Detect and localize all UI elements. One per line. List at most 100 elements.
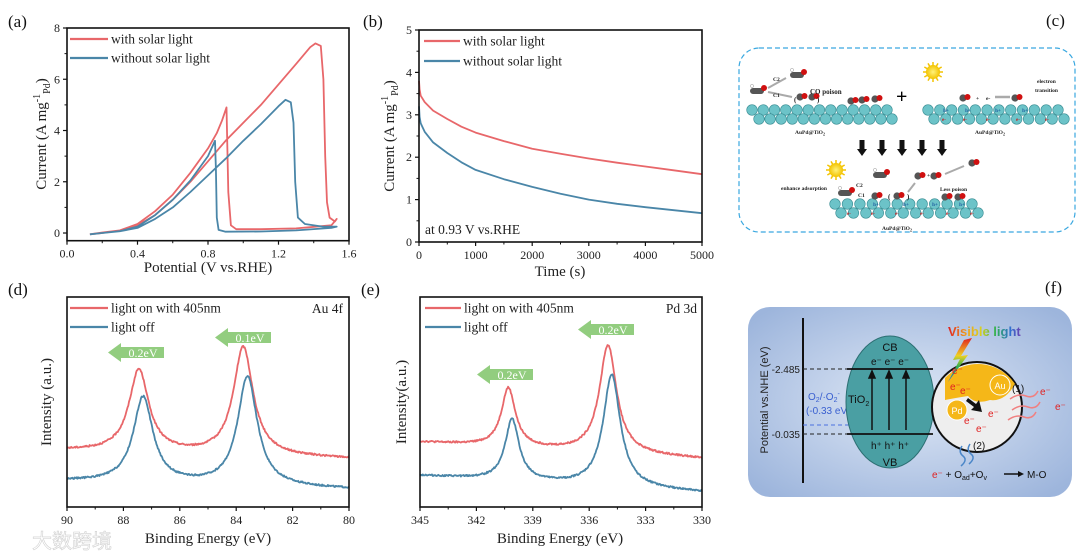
x-axis-label: Binding Energy (eV) <box>145 531 271 547</box>
y-tick-label: 2 <box>54 175 60 189</box>
visible-light-label: Visible light <box>948 324 1021 339</box>
tio2-atom <box>757 104 769 116</box>
tio2-atom <box>947 207 959 219</box>
series-line-light-off <box>418 106 703 215</box>
panel-label-a: (a) <box>8 12 27 31</box>
down-arrow-icon <box>879 140 885 149</box>
c2-label-bottom: C2 <box>856 183 863 189</box>
reaction-path-c2 <box>767 77 787 89</box>
hydrogen-atom <box>750 84 754 88</box>
oxygen-atom <box>946 193 953 199</box>
mechanism-diagram-c: h+ h+ h+ h+e-e-e-e-e-h+ h+ h+ h+e-e-e-e-e-e- C… <box>738 47 1076 233</box>
panel-label-b: (b) <box>363 12 383 31</box>
watermark: 大数跨境 <box>32 529 112 553</box>
oxygen-atom <box>973 159 980 165</box>
x-tick-label: 2000 <box>520 248 544 262</box>
tio2-atom <box>1028 104 1040 116</box>
tio2-atom <box>853 113 865 125</box>
x-tick-label: 342 <box>467 513 485 527</box>
hydrogen-atom <box>873 168 877 172</box>
shift-label: 0.1eV <box>236 331 265 345</box>
electron-label: e- <box>895 212 899 217</box>
series-line-light-on <box>66 345 350 459</box>
down-arrow-head <box>937 149 947 156</box>
shift-arrow: 0.2eV <box>578 320 634 339</box>
tio2-atom <box>928 113 940 125</box>
ylabel-b: Current (A mg-1Pd) <box>380 80 401 191</box>
electron-label: e- <box>970 212 974 217</box>
hole-label: h+ <box>959 203 965 208</box>
vb-label: VB <box>883 457 898 469</box>
tio2-atom <box>829 198 841 210</box>
tio2-atom <box>847 207 860 219</box>
legend-label: light on with 405nm <box>464 301 574 316</box>
series-line-light-off <box>419 373 703 492</box>
tio2-atom <box>941 198 953 210</box>
hole-label: h+ <box>965 109 971 114</box>
arrow-left-icon <box>108 343 164 362</box>
au-particle <box>989 374 1011 396</box>
x-tick-label: 345 <box>411 513 429 527</box>
shift-label: 0.2eV <box>599 323 628 337</box>
tio2-atom <box>1011 113 1023 125</box>
x-tick-label: 333 <box>637 513 655 527</box>
tio2-atom <box>929 198 941 210</box>
x-axis-label: Potential (V vs.RHE) <box>144 260 272 276</box>
emission-arrows <box>1007 390 1041 421</box>
tio2-atom <box>881 104 893 116</box>
cb-label: CB <box>882 342 897 354</box>
corner-label: Au 4f <box>312 301 344 316</box>
transfer-arrow <box>966 398 982 412</box>
ylabel-e: Intensity(a.u.) <box>394 360 410 444</box>
shift-label: 0.2eV <box>498 368 527 382</box>
electron-label: e⁻ <box>988 409 999 420</box>
ylabel-a: Current (A mg-1Pd) <box>32 78 53 189</box>
sun-icon <box>829 163 843 177</box>
x-tick-label: 80 <box>343 513 355 527</box>
tio2-atom <box>1005 104 1017 116</box>
electron-label: e⁻ <box>1040 387 1051 398</box>
tio2-atom <box>791 104 803 116</box>
electron-transition-label-2: transition <box>1035 88 1058 94</box>
x-tick-label: 84 <box>230 513 242 527</box>
x-tick-label: 5000 <box>690 248 714 262</box>
co-poison-label: CO poison <box>810 88 842 96</box>
oxygen-atom <box>801 93 808 99</box>
tio2-atom <box>963 113 976 125</box>
tio2-atom <box>940 113 952 125</box>
electron-symbol: e- <box>986 96 990 102</box>
path-2-label: (2) <box>973 441 985 452</box>
tio2-atom <box>1040 104 1052 116</box>
oxygen-atom <box>801 69 807 75</box>
tio2-atom <box>841 198 854 210</box>
x-tick-label: 90 <box>61 513 73 527</box>
support-label-1: AuPd@TiO2 <box>795 130 825 137</box>
reaction-path-c1 <box>767 91 793 98</box>
less-poison-label: Less poison <box>940 187 967 193</box>
electron-label: e⁻ <box>952 366 963 377</box>
tio2-atom <box>891 198 903 210</box>
reaction-arrows <box>959 443 974 467</box>
band-diagram-f: Potential vs.NHE (eV) -2.485 -0.035 O2/·… <box>748 307 1072 497</box>
x-tick-label: 3000 <box>577 248 601 262</box>
series-line-light-off <box>89 98 338 236</box>
electron-label: e⁻ <box>950 382 961 393</box>
tio2-atom <box>885 207 897 219</box>
tio2-atom <box>987 113 999 125</box>
legend-label: light on with 405nm <box>111 301 221 316</box>
tio2-atom <box>946 104 958 116</box>
legend-label: with solar light <box>463 34 545 49</box>
tio2-atom <box>993 104 1005 116</box>
tio2-atom <box>870 104 882 116</box>
tio2-atom <box>802 104 814 116</box>
panel-label-c: (c) <box>1046 11 1065 30</box>
reaction-equation: e⁻ + Oad+Ov <box>932 470 987 482</box>
electron-plus-bottom: + <box>927 173 930 179</box>
arrow-left-icon <box>477 365 533 384</box>
electron-plus: + <box>976 96 979 102</box>
down-arrow-icon <box>919 140 925 149</box>
tio2-atom <box>886 113 898 125</box>
ylabel-d: Intensity (a.u.) <box>39 358 55 446</box>
tio2-atom <box>786 113 798 125</box>
